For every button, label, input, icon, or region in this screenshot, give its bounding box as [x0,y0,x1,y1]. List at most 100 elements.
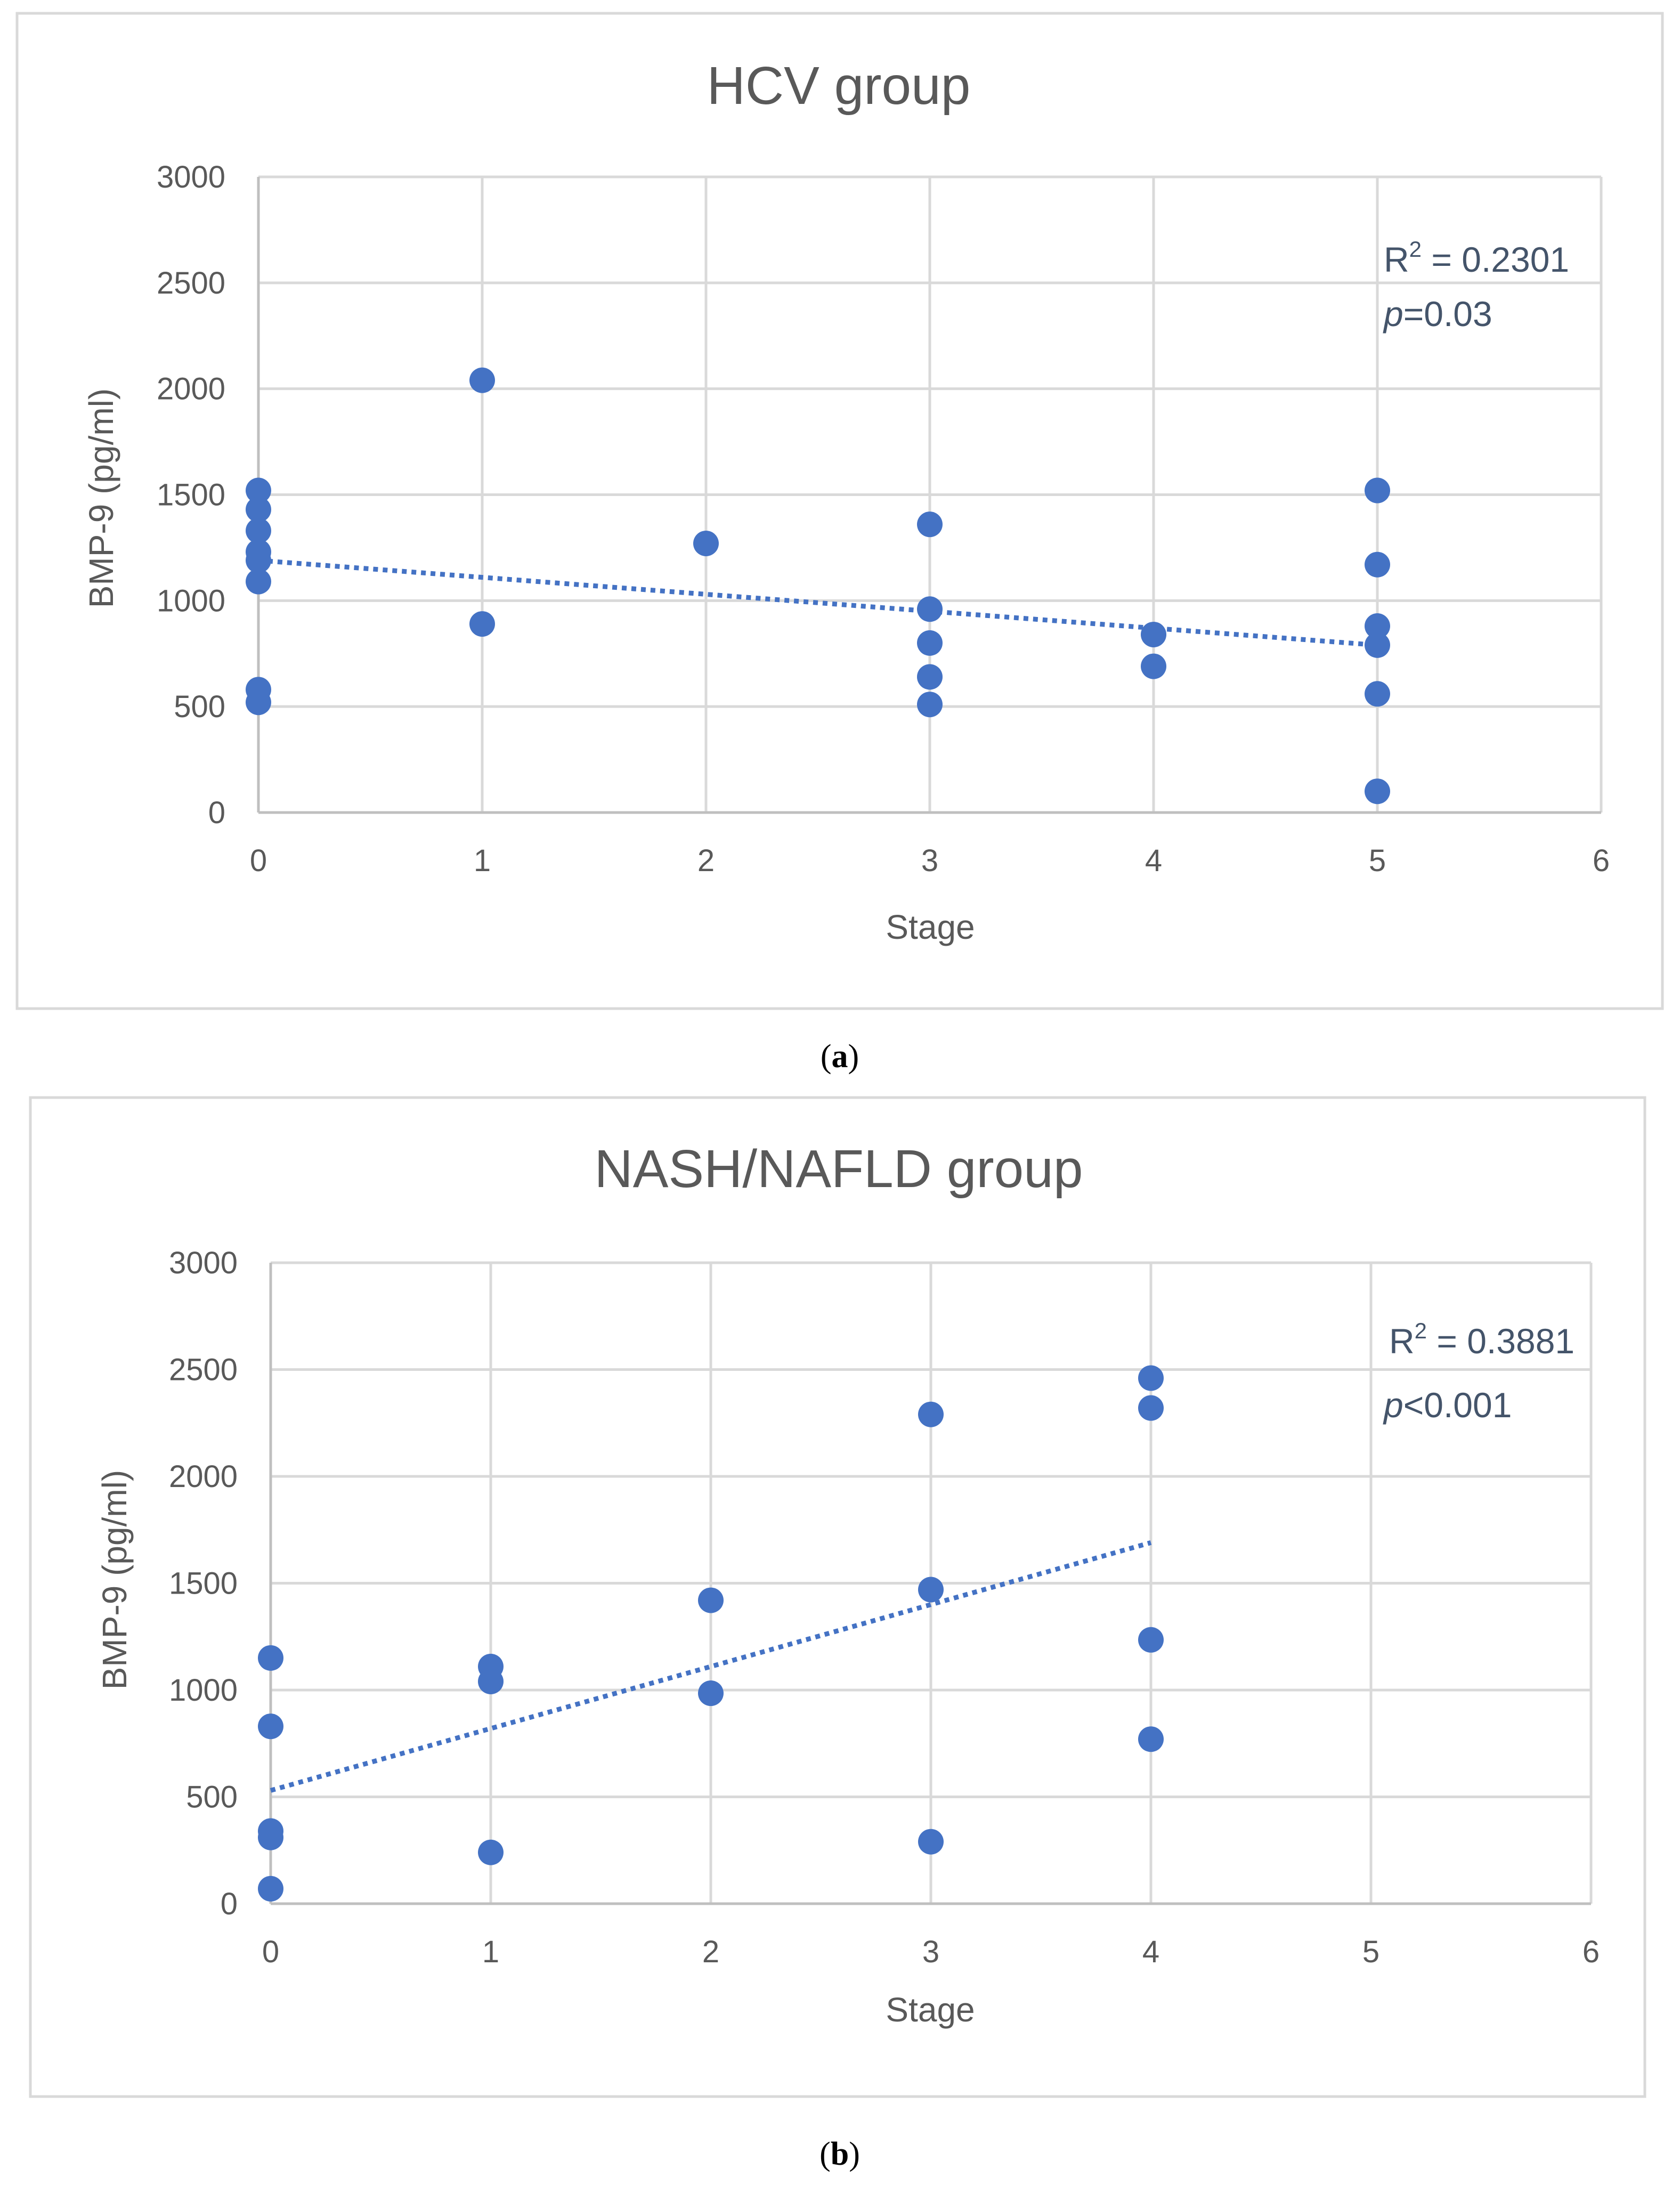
chart-a-r2-superscript: 2 [1409,237,1422,262]
chart-b-x-tick-label-4: 4 [1142,1935,1159,1969]
chart-a-caption-open: ( [821,1038,832,1075]
chart-b-data-point-6 [478,1668,504,1694]
chart-b-x-ticks: 0 1 2 3 4 5 6 [262,1935,1600,1969]
chart-a-y-tick-label-3000: 3000 [157,160,225,194]
chart-b-data-point-4 [258,1875,283,1902]
chart-b-y-tick-label-3000: 3000 [169,1246,238,1280]
chart-b-x-axis-title: Stage [886,1991,975,2029]
chart-b-caption: (b) [819,2136,860,2172]
chart-b-title: NASH/NAFLD group [595,1139,1083,1199]
chart-a-caption: (a) [821,1038,859,1075]
chart-a-y-tick-label-2000: 2000 [157,372,225,407]
chart-b-points [258,1365,1164,1902]
chart-a-x-tick-label-1: 1 [474,843,491,878]
chart-a-x-tick-label-4: 4 [1145,843,1162,878]
chart-a-p-number: =0.03 [1403,294,1492,334]
chart-a-data-point-22 [1365,681,1390,707]
chart-b-y-axis-title: BMP-9 (pg/ml) [95,1470,134,1690]
chart-a-data-point-15 [917,692,943,718]
chart-b-data-point-14 [1138,1395,1164,1421]
chart-b-data-point-9 [698,1680,724,1707]
chart-b-data-point-10 [918,1401,944,1427]
chart-a-data-point-21 [1365,632,1390,658]
chart-b-data-point-3 [258,1824,283,1850]
chart-a-hcv: HCV group 0 500 1000 1500 2000 2500 3000 0 1 2 3 4… [15,12,1664,1010]
chart-a-caption-letter: a [832,1038,848,1075]
chart-b-y-tick-label-2000: 2000 [169,1459,238,1494]
chart-b-y-tick-label-1000: 1000 [169,1673,238,1708]
chart-a-caption-close: ) [848,1038,859,1075]
chart-a-y-tick-label-0: 0 [208,795,225,830]
chart-a-x-tick-label-0: 0 [250,843,267,878]
chart-a-p-symbol: p [1383,294,1403,334]
chart-b-caption-close: ) [849,2136,860,2172]
chart-b-p-symbol: p [1383,1385,1403,1425]
chart-a-x-tick-label-3: 3 [921,843,938,878]
chart-b-x-tick-label-5: 5 [1362,1935,1379,1969]
chart-a-data-point-12 [917,596,943,622]
chart-a-data-point-7 [246,689,271,716]
chart-b-caption-letter: b [831,2136,849,2172]
chart-b-data-point-16 [1138,1726,1164,1752]
chart-a-data-point-9 [469,611,495,637]
chart-b-y-tick-label-1500: 1500 [169,1566,238,1601]
chart-a-p-value: p=0.03 [1383,294,1492,334]
chart-a-y-tick-label-1000: 1000 [157,583,225,618]
chart-b-x-tick-label-1: 1 [482,1935,499,1969]
chart-b-r-squared: R2 = 0.3881 [1389,1318,1575,1361]
chart-b-data-point-15 [1138,1627,1164,1653]
chart-a-data-point-11 [917,511,943,538]
chart-a-data-point-0 [246,477,271,503]
chart-a-r2-prefix: R [1384,240,1409,279]
chart-a-data-point-20 [1365,613,1390,639]
chart-b-axes [269,1263,1591,1905]
chart-b-data-point-11 [918,1577,944,1603]
chart-b-data-point-7 [478,1839,504,1865]
chart-b-data-point-13 [1138,1365,1164,1391]
chart-b-y-tick-label-2500: 2500 [169,1353,238,1387]
chart-a-data-point-13 [917,630,943,656]
chart-a-data-point-23 [1365,778,1390,805]
chart-a-x-ticks: 0 1 2 3 4 5 6 [250,843,1610,878]
chart-a-x-tick-label-5: 5 [1369,843,1386,878]
chart-b-trendline [270,1540,1152,1793]
chart-b-r2-superscript: 2 [1415,1318,1427,1343]
chart-a-r-squared: R2 = 0.2301 [1384,237,1569,279]
chart-a-r2-value: = 0.2301 [1422,240,1569,279]
chart-a-points [246,367,1390,805]
chart-b-p-number: <0.001 [1403,1385,1512,1425]
chart-a-x-tick-label-6: 6 [1593,843,1610,878]
chart-a-y-tick-label-500: 500 [174,689,225,724]
chart-b-data-point-0 [258,1645,283,1671]
chart-a-data-point-1 [246,497,271,523]
chart-a-y-tick-label-2500: 2500 [157,266,225,300]
chart-a-x-tick-label-2: 2 [697,843,715,878]
chart-b-data-point-1 [258,1713,283,1740]
chart-b-caption-open: ( [819,2136,831,2172]
chart-a-y-axis-title: BMP-9 (pg/ml) [82,388,120,608]
chart-a-data-point-5 [246,568,271,595]
chart-b-x-tick-label-3: 3 [922,1935,939,1969]
chart-b-y-tick-label-500: 500 [186,1780,238,1815]
chart-a-data-point-2 [246,518,271,544]
chart-b-data-point-8 [698,1587,724,1613]
chart-a-data-point-4 [246,547,271,573]
chart-a-y-tick-label-1500: 1500 [157,478,225,513]
chart-b-x-tick-label-6: 6 [1582,1935,1600,1969]
chart-b-p-value: p<0.001 [1383,1385,1512,1425]
chart-b-x-tick-label-0: 0 [262,1935,279,1969]
chart-a-data-point-19 [1365,551,1390,578]
chart-b-x-tick-label-2: 2 [702,1935,719,1969]
chart-a-data-point-17 [1141,653,1166,679]
chart-b-r2-value: = 0.3881 [1427,1321,1575,1361]
chart-a-x-axis-title: Stage [886,908,975,946]
chart-a-title: HCV group [707,56,971,116]
chart-b-y-tick-label-0: 0 [221,1887,238,1921]
chart-a-y-ticks: 0 500 1000 1500 2000 2500 3000 [157,160,225,830]
chart-a-data-point-8 [469,367,495,393]
chart-a-data-point-10 [693,530,719,556]
chart-b-y-ticks: 0 500 1000 1500 2000 2500 3000 [169,1246,238,1921]
chart-a-data-point-16 [1141,621,1166,647]
chart-b-data-point-12 [918,1829,944,1855]
